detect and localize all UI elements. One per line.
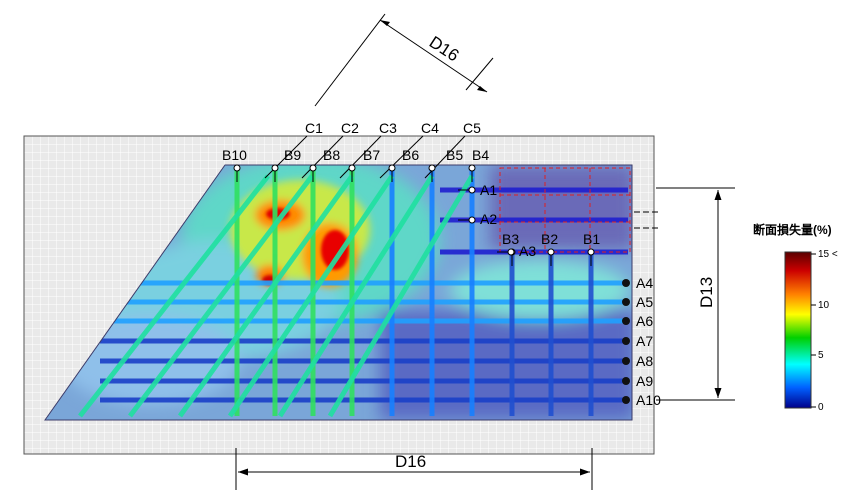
- b-bar-marker: [348, 164, 356, 172]
- colorbar: 断面損失量(%) 15 < 10 5 0: [753, 222, 838, 413]
- b-bar-marker: [233, 164, 241, 172]
- a-bar-marker: [468, 186, 476, 194]
- colorbar-tick-label: 10: [818, 300, 830, 311]
- c-bar-label: C5: [463, 120, 481, 136]
- a-bar-marker: [622, 337, 630, 345]
- slab-outline: [44, 164, 633, 421]
- b-bar-label: B2: [541, 231, 558, 247]
- dimension-diagonal: D16: [314, 13, 494, 107]
- a-bar-labels: A1 A2 A3 A4 A5 A6 A7 A8 A9 A10: [458, 182, 661, 408]
- bar-c-line: [78, 174, 270, 418]
- a-bar-marker: [622, 377, 630, 385]
- dimension-vertical: D13: [697, 190, 722, 398]
- b-bar-label: B4: [472, 147, 489, 163]
- bar-c-line: [128, 174, 314, 418]
- c-bar-label: C2: [341, 120, 359, 136]
- colorbar-tick-label: 0: [818, 402, 824, 413]
- a-bar-label: A6: [636, 313, 653, 329]
- b-bar-label: B10: [222, 147, 247, 163]
- b-bar-marker: [547, 248, 555, 256]
- a-bar-label: A2: [480, 211, 497, 227]
- colorbar-title: 断面損失量(%): [753, 222, 832, 237]
- a-bar-marker: [622, 317, 630, 325]
- b-bar-marker: [468, 164, 476, 172]
- c-leader-line: [379, 135, 424, 179]
- b-bar-marker: [428, 164, 436, 172]
- a-bar-marker: [622, 298, 630, 306]
- a-bar-marker: [622, 357, 630, 365]
- b-bar-label: B7: [363, 147, 380, 163]
- bar-c-line: [277, 174, 435, 418]
- bar-c-line: [327, 174, 475, 418]
- horizontal-dimension-label: D16: [395, 452, 426, 471]
- diagonal-dimension-label: D16: [426, 32, 463, 65]
- a-bar-label: A4: [636, 275, 653, 291]
- a-bar-label: A7: [636, 333, 653, 349]
- a-bar-label: A9: [636, 373, 653, 389]
- dim-reference-lines: [634, 187, 735, 401]
- dashed-region: [499, 167, 631, 253]
- b-bar-label: B1: [583, 231, 600, 247]
- a-bar-marker: [468, 216, 476, 224]
- c-leader-line: [301, 135, 344, 179]
- b-bar-label: B3: [502, 231, 519, 247]
- c-bar-labels: C1 C2 C3 C4 C5: [264, 120, 481, 179]
- b-bar-marker: [309, 164, 317, 172]
- a-bar-marker: [622, 279, 630, 287]
- a-bar-marker: [622, 396, 630, 404]
- b-bar-marker: [271, 164, 279, 172]
- a-bar-label: A10: [636, 392, 661, 408]
- dimension-horizontal: D16: [235, 448, 593, 490]
- b-bar-marker: [388, 164, 396, 172]
- bar-c-line: [227, 174, 395, 418]
- b-bar-label: B6: [402, 147, 419, 163]
- b-bar-label: B9: [284, 147, 301, 163]
- a-bar-label: A8: [636, 353, 653, 369]
- c-bar-label: C3: [379, 120, 397, 136]
- c-bar-label: C4: [421, 120, 439, 136]
- a-bar-label: A3: [519, 243, 536, 259]
- bar-c-line: [177, 174, 355, 418]
- c-leader-line: [339, 135, 382, 179]
- c-bar-label: C1: [305, 120, 323, 136]
- a-bar-marker: [507, 248, 515, 256]
- colorbar-gradient: [784, 251, 812, 409]
- vertical-dimension-label: D13: [697, 277, 716, 308]
- c-leader-line: [264, 135, 308, 179]
- b-bar-marker: [587, 248, 595, 256]
- colorbar-tick-label: 15 <: [818, 249, 838, 260]
- b-bar-label: B8: [323, 147, 340, 163]
- a-bar-label: A5: [636, 294, 653, 310]
- b-bar-label: B5: [446, 147, 463, 163]
- a-bar-label: A1: [480, 182, 497, 198]
- colorbar-tick-label: 5: [818, 350, 824, 361]
